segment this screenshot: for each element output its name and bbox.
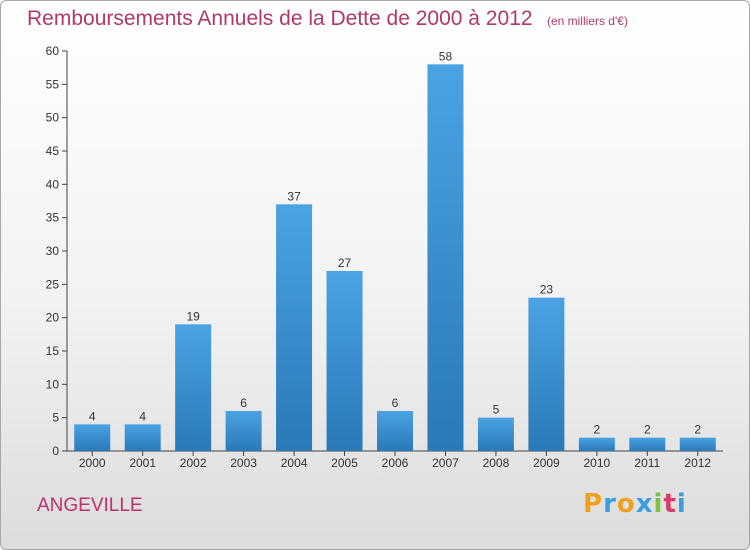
data-label: 5 <box>493 403 500 417</box>
y-tick-label: 15 <box>46 344 60 358</box>
chart-title: Remboursements Annuels de la Dette de 20… <box>27 7 533 30</box>
y-tick-label: 25 <box>46 277 60 291</box>
y-tick-label: 45 <box>46 144 60 158</box>
data-label: 23 <box>540 283 554 297</box>
y-tick-label: 10 <box>46 377 60 391</box>
y-tick-label: 60 <box>46 44 60 58</box>
x-tick-label: 2011 <box>634 456 660 470</box>
data-label: 6 <box>240 396 247 410</box>
bar <box>124 424 161 451</box>
bar <box>175 324 212 451</box>
x-tick-label: 2010 <box>583 456 610 470</box>
y-tick-label: 55 <box>46 77 60 91</box>
x-tick-label: 2009 <box>533 456 560 470</box>
x-tick-label: 2000 <box>79 456 106 470</box>
logo-letter: P <box>583 489 604 519</box>
location-name: ANGEVILLE <box>37 495 143 516</box>
bar <box>578 437 615 451</box>
bar <box>528 297 565 451</box>
data-label: 2 <box>644 423 651 437</box>
data-label: 37 <box>287 189 301 203</box>
x-tick-label: 2006 <box>382 456 409 470</box>
data-label: 2 <box>594 423 601 437</box>
chart-unit-note: (en milliers d'€) <box>546 14 628 28</box>
y-tick-label: 20 <box>46 311 60 325</box>
data-label: 6 <box>392 396 399 410</box>
y-tick-label: 5 <box>52 411 59 425</box>
logo-letter: t <box>663 489 677 519</box>
x-tick-label: 2012 <box>684 456 711 470</box>
data-label: 19 <box>186 309 200 323</box>
x-tick-label: 2004 <box>281 456 308 470</box>
x-tick-label: 2003 <box>230 456 257 470</box>
logo-letter: o <box>616 489 636 519</box>
y-tick-label: 35 <box>46 211 60 225</box>
bar <box>326 271 363 451</box>
x-tick-label: 2005 <box>331 456 358 470</box>
proxiti-logo: Proxiti <box>583 489 687 519</box>
bar <box>427 64 464 452</box>
bar <box>225 411 262 451</box>
logo-letter: x <box>635 489 654 519</box>
x-tick-label: 2002 <box>180 456 207 470</box>
bar <box>629 437 666 451</box>
data-label: 4 <box>139 409 146 423</box>
data-label: 27 <box>338 256 352 270</box>
logo-letter: r <box>603 489 617 519</box>
data-label: 4 <box>89 409 96 423</box>
bar <box>74 424 111 451</box>
data-label: 2 <box>694 423 701 437</box>
x-tick-label: 2007 <box>432 456 459 470</box>
x-tick-label: 2001 <box>129 456 156 470</box>
bar <box>377 411 413 451</box>
data-label: 58 <box>439 49 453 63</box>
logo-letter: i <box>676 489 687 519</box>
y-tick-label: 0 <box>52 444 59 458</box>
y-tick-label: 50 <box>46 111 60 125</box>
y-tick-label: 40 <box>46 177 60 191</box>
chart-title-block: Remboursements Annuels de la Dette de 20… <box>27 7 628 31</box>
bar <box>477 417 514 451</box>
bar <box>679 437 716 451</box>
x-tick-label: 2008 <box>483 456 510 470</box>
bar <box>276 204 313 451</box>
logo-letter: i <box>653 489 664 519</box>
y-tick-label: 30 <box>46 244 60 258</box>
